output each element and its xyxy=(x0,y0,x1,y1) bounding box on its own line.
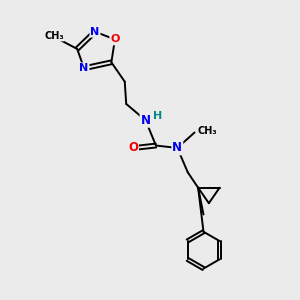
Text: CH₃: CH₃ xyxy=(44,31,64,41)
Text: O: O xyxy=(128,141,138,154)
Text: H: H xyxy=(153,111,163,121)
Text: O: O xyxy=(110,34,120,44)
Text: N: N xyxy=(172,141,182,154)
Text: N: N xyxy=(140,114,151,127)
Text: CH₃: CH₃ xyxy=(198,126,217,136)
Text: N: N xyxy=(80,63,88,73)
Text: N: N xyxy=(90,27,100,37)
